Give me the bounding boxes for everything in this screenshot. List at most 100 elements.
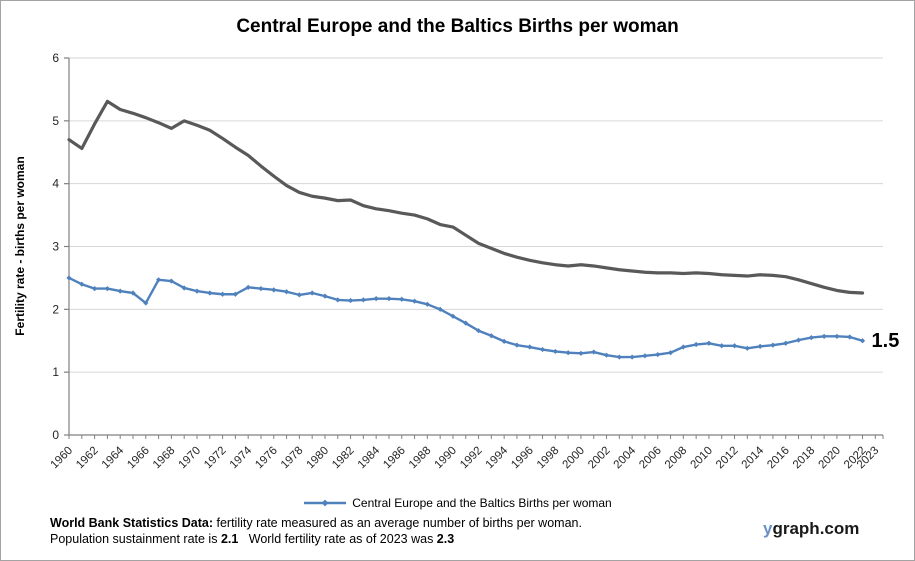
series-marker-icon xyxy=(335,297,341,303)
series-line-world xyxy=(67,99,865,295)
series-marker-icon xyxy=(168,278,174,284)
series-marker-icon xyxy=(706,340,712,346)
series-marker-icon xyxy=(463,320,469,326)
series-marker-icon xyxy=(731,343,738,349)
x-tick-label: 2004 xyxy=(612,444,639,471)
legend-label: Central Europe and the Baltics Births pe… xyxy=(352,496,612,510)
series-marker-icon xyxy=(578,350,584,356)
x-tick-label: 1960 xyxy=(49,445,76,472)
series-marker-icon xyxy=(91,285,98,292)
series-marker-icon xyxy=(501,338,507,344)
series-marker-icon xyxy=(399,296,405,302)
x-tick-label: 1990 xyxy=(433,445,460,472)
ygraph-watermark: ygraph.com xyxy=(763,519,859,539)
series-marker-icon xyxy=(411,298,418,304)
x-tick-label: 2012 xyxy=(714,445,741,472)
y-tick-label: 6 xyxy=(52,51,59,65)
x-tick-label: 1962 xyxy=(74,445,101,472)
x-tick-label: 1970 xyxy=(177,445,204,472)
series-marker-icon xyxy=(309,290,315,296)
series-marker-icon xyxy=(719,343,725,349)
x-tick-label: 1982 xyxy=(330,445,357,472)
series-marker-icon xyxy=(424,301,430,307)
footer-line-2: Population sustainment rate is 2.1 World… xyxy=(50,531,582,547)
series-marker-icon xyxy=(66,275,72,281)
series-line-ceb xyxy=(67,276,864,359)
footer-source-bold: World Bank Statistics Data: xyxy=(50,516,214,530)
series-marker-icon xyxy=(757,343,763,350)
x-tick-label: 1992 xyxy=(458,445,485,472)
y-tick-label: 1 xyxy=(52,365,59,379)
series-marker-icon xyxy=(181,285,187,291)
series-marker-icon xyxy=(591,349,597,355)
x-tick-label: 1976 xyxy=(253,445,280,472)
series-marker-icon xyxy=(155,277,162,283)
series-marker-icon xyxy=(232,291,238,297)
watermark-y: y xyxy=(763,519,773,538)
series-end-value-label: 1.5 xyxy=(871,329,900,352)
series-marker-icon xyxy=(655,351,661,358)
x-tick-label: 2018 xyxy=(791,445,818,472)
x-tick-label: 2006 xyxy=(637,445,664,472)
series-marker-icon xyxy=(552,348,558,355)
y-tick-label: 3 xyxy=(52,240,59,254)
x-tick-label: 2010 xyxy=(688,445,715,472)
series-marker-icon xyxy=(770,342,776,348)
footer-sustainment-text: Population sustainment rate is xyxy=(50,532,221,546)
series-marker-icon xyxy=(783,340,789,346)
y-tick-label: 4 xyxy=(52,177,59,191)
footer-note: World Bank Statistics Data: fertility ra… xyxy=(50,515,582,547)
chart-title: Central Europe and the Baltics Births pe… xyxy=(236,16,679,37)
series-marker-icon xyxy=(219,291,226,297)
x-tick-label: 1974 xyxy=(228,444,255,471)
series-marker-icon xyxy=(744,345,750,351)
series-marker-icon xyxy=(629,354,635,360)
x-tick-label: 1968 xyxy=(151,445,178,472)
series-marker-icon xyxy=(475,328,482,334)
watermark-rest: graph.com xyxy=(772,519,860,538)
series-marker-icon xyxy=(104,285,110,292)
series-marker-icon xyxy=(258,285,264,292)
series-marker-icon xyxy=(271,287,277,293)
y-tick-label: 2 xyxy=(52,302,59,316)
footer-world-value: 2.3 xyxy=(436,532,455,546)
series-marker-icon xyxy=(680,344,686,350)
x-tick-label: 1972 xyxy=(202,445,229,472)
x-tick-label: 1980 xyxy=(305,445,332,472)
series-marker-icon xyxy=(143,300,149,306)
series-marker-icon xyxy=(859,338,866,344)
series-marker-icon xyxy=(347,297,354,304)
x-tick-label: 1966 xyxy=(125,445,152,472)
series-marker-icon xyxy=(450,313,456,319)
y-tick-label: 0 xyxy=(52,428,59,442)
series-marker-icon xyxy=(834,333,840,339)
series-marker-icon xyxy=(296,292,302,298)
x-tick-label: 1998 xyxy=(535,445,562,472)
x-tick-label: 1994 xyxy=(484,444,511,471)
x-tick-label: 2014 xyxy=(740,444,767,471)
series-marker-icon xyxy=(616,354,622,360)
series-marker-icon xyxy=(539,346,546,353)
series-marker-icon xyxy=(117,288,123,294)
series-marker-icon xyxy=(821,333,827,339)
footer-line-1: World Bank Statistics Data: fertility ra… xyxy=(50,515,582,531)
x-tick-label: 2002 xyxy=(586,445,613,472)
x-tick-label: 2008 xyxy=(663,445,690,472)
x-tick-label: 1964 xyxy=(100,444,127,471)
series-marker-icon xyxy=(527,344,533,350)
series-marker-icon xyxy=(667,350,674,356)
x-tick-label: 2000 xyxy=(560,445,587,472)
x-tick-label: 1988 xyxy=(407,445,434,472)
legend-line-swatch xyxy=(304,499,347,507)
footer-source-text: fertility rate measured as an average nu… xyxy=(213,516,582,530)
footer-world-text: World fertility rate as of 2023 was xyxy=(238,532,437,546)
series-marker-icon xyxy=(847,334,853,340)
series-marker-icon xyxy=(693,341,699,348)
footer-sustainment-value: 2.1 xyxy=(220,532,239,546)
x-tick-label: 2016 xyxy=(765,445,792,472)
series-marker-icon xyxy=(130,290,136,296)
series-marker-icon xyxy=(642,353,648,359)
series-marker-icon xyxy=(386,296,392,302)
